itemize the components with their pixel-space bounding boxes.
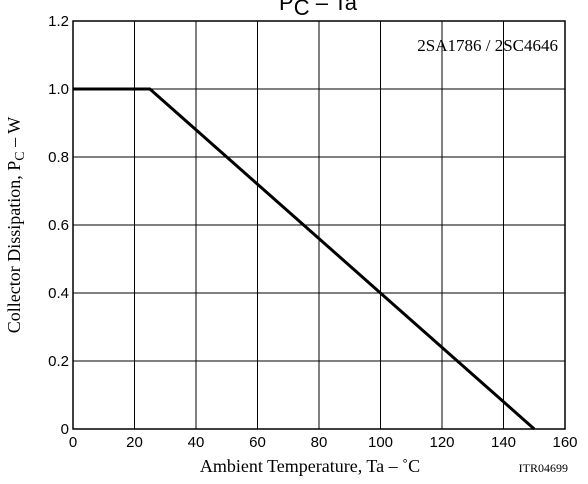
y-tick-label: 0.4 bbox=[48, 285, 69, 302]
title-main: P bbox=[279, 0, 294, 15]
y-tick-label: 0.6 bbox=[48, 217, 69, 234]
y-tick-label: 1.2 bbox=[48, 13, 69, 30]
x-tick-label: 100 bbox=[368, 434, 393, 451]
chart-title: PC – Ta bbox=[279, 0, 358, 20]
x-tick-label: 160 bbox=[552, 434, 577, 451]
x-tick-label: 0 bbox=[69, 434, 77, 451]
y-label-rest: – W bbox=[4, 117, 24, 152]
part-number-annotation: 2SA1786 / 2SC4646 bbox=[417, 36, 558, 55]
y-tick-label: 0.8 bbox=[48, 149, 69, 166]
y-label-main: Collector Dissipation, P bbox=[4, 161, 24, 334]
x-tick-label: 60 bbox=[249, 434, 266, 451]
y-tick-label: 0.2 bbox=[48, 353, 69, 370]
y-label-sub: C bbox=[13, 151, 28, 160]
x-axis-label: Ambient Temperature, Ta – ˚C bbox=[200, 456, 420, 476]
grid bbox=[72, 20, 566, 430]
title-rest: – Ta bbox=[310, 0, 358, 15]
derating-curve bbox=[73, 87, 536, 431]
x-tick-label: 40 bbox=[188, 434, 205, 451]
y-tick-labels: 0 0.2 0.4 0.6 0.8 1.0 1.2 bbox=[48, 13, 69, 438]
x-tick-label: 140 bbox=[491, 434, 516, 451]
y-tick-label: 0 bbox=[61, 421, 69, 438]
plot-frame bbox=[72, 20, 566, 430]
x-tick-label: 120 bbox=[429, 434, 454, 451]
figure-code: ITR04699 bbox=[519, 461, 568, 475]
y-tick-label: 1.0 bbox=[48, 81, 69, 98]
y-axis-label: Collector Dissipation, PC – W bbox=[4, 117, 28, 334]
x-tick-label: 20 bbox=[126, 434, 143, 451]
x-tick-labels: 0 20 40 60 80 100 120 140 160 bbox=[69, 434, 578, 451]
title-sub: C bbox=[294, 0, 310, 20]
x-tick-label: 80 bbox=[311, 434, 328, 451]
